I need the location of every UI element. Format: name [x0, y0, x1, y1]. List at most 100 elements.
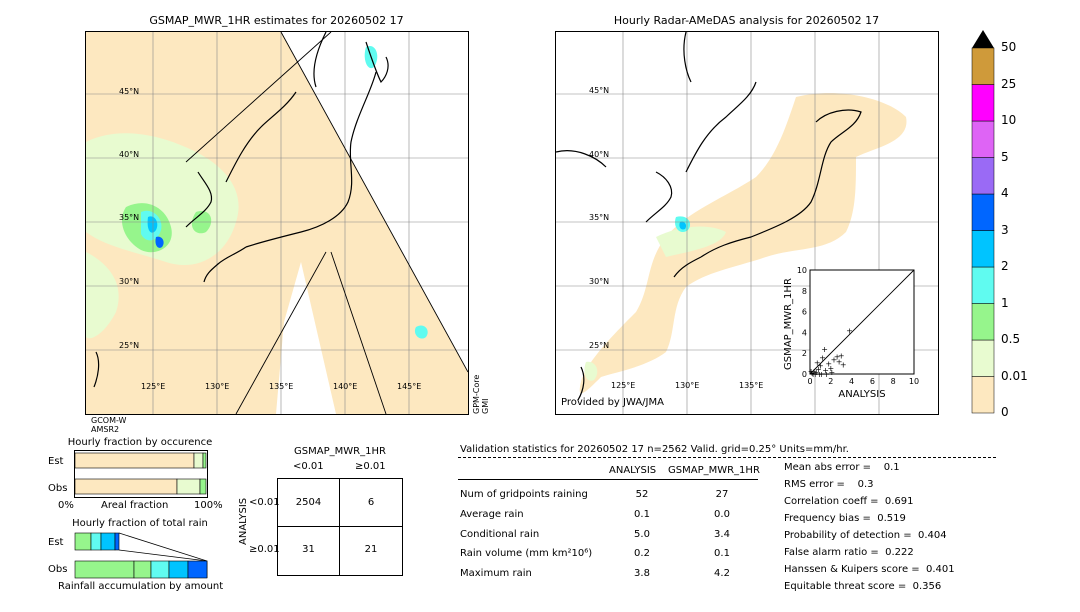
right-radar-coverage	[579, 93, 907, 394]
colorbar-label: 0.01	[1001, 368, 1028, 383]
validation-row-analysis: 0.1	[634, 509, 650, 520]
occurrence-obs-moderate	[199, 478, 207, 495]
occurrence-obs-dry	[74, 478, 178, 495]
right-lat-label: 35°N	[589, 213, 610, 222]
colorbar-box	[971, 230, 995, 268]
validation-row-gsmap: 0.1	[714, 548, 730, 559]
colorbar-box	[971, 339, 995, 377]
colorbar-label: 0.5	[1001, 332, 1021, 346]
validation-col-gsmap: GSMAP_MWR_1HR	[668, 465, 760, 476]
right-lat-label: 40°N	[589, 150, 610, 159]
colorbar-label: 0	[1001, 405, 1009, 419]
validation-row-gsmap: 4.2	[714, 568, 730, 579]
occurrence-xlabel-mid: Areal fraction	[101, 500, 169, 511]
contingency-row-axis: ANALYSIS	[238, 497, 249, 545]
right-rain-light-2	[584, 361, 598, 381]
score-line: Frequency bias = 0.519	[784, 513, 906, 524]
contingency-divider-h	[278, 526, 402, 527]
validation-row-label: Conditional rain	[460, 529, 540, 540]
scatter-ylabel: GSMAP_MWR_1HR	[783, 278, 794, 370]
colorbar-extend-arrow	[972, 30, 994, 48]
validation-row-gsmap: 0.0	[714, 509, 730, 520]
right-map-credit: Provided by JWA/JMA	[561, 397, 664, 408]
colorbar	[971, 30, 995, 414]
scatter-points: ++++++++++++++++++++++++	[808, 326, 853, 379]
score-line: Hanssen & Kuipers score = 0.401	[784, 564, 955, 575]
left-sat-label: GCOM-W AMSR2	[91, 416, 127, 434]
left-swath-edges	[185, 32, 468, 414]
score-line: Mean abs error = 0.1	[784, 462, 900, 473]
contingency-grid: 2504 6 31 21	[277, 478, 403, 576]
right-lat-label: 30°N	[589, 277, 610, 286]
left-lon-label: 140°E	[333, 382, 358, 391]
scatter-point: +	[821, 345, 828, 354]
scatter-point: +	[831, 355, 838, 364]
colorbar-box	[971, 303, 995, 341]
colorbar-box	[971, 376, 995, 414]
validation-header: Validation statistics for 20260502 17 n=…	[460, 444, 849, 455]
contingency-col-label: <0.01	[293, 461, 324, 472]
validation-divider	[458, 457, 996, 458]
contingency-divider-v	[339, 479, 340, 575]
colorbar-box	[971, 193, 995, 231]
occurrence-bars	[74, 450, 208, 498]
colorbar-label: 10	[1001, 113, 1017, 127]
scatter-point: +	[838, 351, 845, 360]
right-map	[555, 31, 939, 415]
scatter-point: +	[813, 368, 820, 377]
scatter-ytick: 10	[797, 266, 807, 275]
right-rain-heavy-2	[679, 221, 687, 230]
total-obs-seg	[150, 560, 170, 579]
colorbar-label: 1	[1001, 295, 1009, 310]
scatter-point: +	[822, 366, 829, 375]
validation-row-label: Rain volume (mm km²10⁶)	[460, 548, 593, 559]
validation-row-label: Num of gridpoints raining	[460, 489, 588, 500]
scatter-point: +	[816, 370, 823, 379]
left-rain-heavy-2	[147, 216, 158, 233]
contingency-row-label: <0.01	[249, 497, 280, 508]
total-est-seg	[114, 532, 120, 551]
colorbar-label: 50	[1001, 40, 1017, 54]
left-map-title: GSMAP_MWR_1HR estimates for 20260502 17	[149, 14, 404, 27]
colorbar-box	[971, 84, 995, 122]
contingency-row-label: ≥0.01	[249, 544, 280, 555]
left-lat-label: 45°N	[119, 87, 140, 96]
colorbar-box	[971, 120, 995, 158]
score-line: Probability of detection = 0.404	[784, 530, 947, 541]
left-lat-label: 40°N	[119, 150, 140, 159]
total-obs-seg	[187, 560, 208, 579]
total-obs-seg	[133, 560, 152, 579]
scatter-point: +	[810, 370, 817, 379]
left-map-grid	[86, 32, 468, 414]
left-lon-label: 125°E	[141, 382, 166, 391]
colorbar-box	[971, 47, 995, 85]
occurrence-row-obs: Obs	[48, 483, 68, 494]
left-map	[85, 31, 469, 415]
left-lon-label: 145°E	[397, 382, 422, 391]
scatter-point: +	[819, 353, 826, 362]
scatter-xlabel: ANALYSIS	[838, 389, 886, 400]
validation-row-analysis: 5.0	[634, 529, 650, 540]
validation-row-label: Average rain	[460, 509, 524, 520]
validation-row-label: Maximum rain	[460, 568, 532, 579]
left-lon-label: 130°E	[205, 382, 230, 391]
colorbar-label: 2	[1001, 259, 1009, 273]
validation-row-gsmap: 3.4	[714, 529, 730, 540]
validation-row-gsmap: 27	[715, 489, 729, 500]
scatter-point: +	[828, 368, 835, 377]
scatter-diagonal	[809, 269, 915, 375]
score-line: RMS error = 0.3	[784, 479, 874, 490]
contingency-cell: 2504	[295, 497, 322, 508]
colorbar-label: 25	[1001, 76, 1017, 91]
scatter-point: +	[825, 360, 832, 369]
right-map-title: Hourly Radar-AMeDAS analysis for 2026050…	[613, 14, 880, 27]
right-lat-label: 25°N	[589, 341, 610, 350]
validation-col-rule	[458, 479, 758, 480]
right-rain-light	[656, 226, 726, 257]
scatter-xtick: 0	[807, 377, 812, 386]
colorbar-label: 5	[1001, 149, 1009, 164]
total-obs-seg	[74, 560, 135, 579]
total-est-seg	[90, 532, 102, 551]
scatter-point: +	[834, 352, 841, 361]
colorbar-box	[971, 266, 995, 304]
